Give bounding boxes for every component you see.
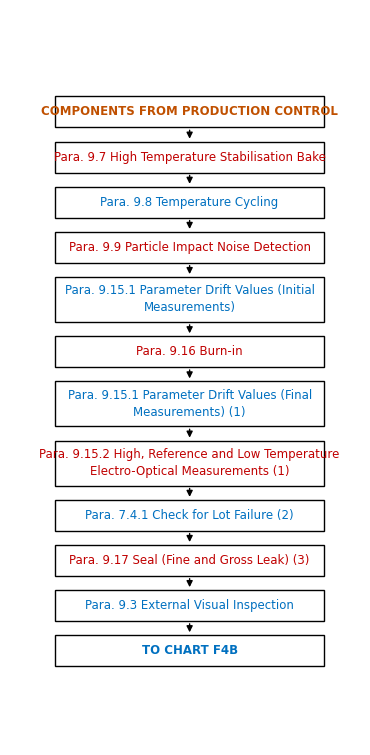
Bar — [55, 186, 324, 217]
Text: TO CHART F4B: TO CHART F4B — [142, 644, 238, 657]
Text: Para. 9.15.1 Parameter Drift Values (Initial
Measurements): Para. 9.15.1 Parameter Drift Values (Ini… — [65, 285, 314, 315]
Bar — [55, 336, 324, 367]
Bar — [55, 277, 324, 322]
Text: Para. 9.16 Burn-in: Para. 9.16 Burn-in — [136, 345, 243, 358]
Text: Para. 7.4.1 Check for Lot Failure (2): Para. 7.4.1 Check for Lot Failure (2) — [85, 509, 294, 522]
Text: COMPONENTS FROM PRODUCTION CONTROL: COMPONENTS FROM PRODUCTION CONTROL — [41, 106, 338, 119]
Text: Para. 9.8 Temperature Cycling: Para. 9.8 Temperature Cycling — [101, 196, 279, 208]
Text: Para. 9.9 Particle Impact Noise Detection: Para. 9.9 Particle Impact Noise Detectio… — [68, 241, 311, 254]
Text: Para. 9.17 Seal (Fine and Gross Leak) (3): Para. 9.17 Seal (Fine and Gross Leak) (3… — [70, 554, 310, 567]
Bar — [55, 590, 324, 621]
Text: Para. 9.15.1 Parameter Drift Values (Final
Measurements) (1): Para. 9.15.1 Parameter Drift Values (Fin… — [67, 389, 312, 419]
Bar — [55, 440, 324, 485]
Text: Para. 9.3 External Visual Inspection: Para. 9.3 External Visual Inspection — [85, 599, 294, 612]
Bar — [55, 381, 324, 427]
Bar — [55, 97, 324, 128]
Bar — [55, 545, 324, 576]
Bar — [55, 141, 324, 173]
Text: Para. 9.15.2 High, Reference and Low Temperature
Electro-Optical Measurements (1: Para. 9.15.2 High, Reference and Low Tem… — [40, 448, 340, 478]
Text: Para. 9.7 High Temperature Stabilisation Bake: Para. 9.7 High Temperature Stabilisation… — [54, 150, 326, 164]
Bar — [55, 500, 324, 531]
Bar — [55, 232, 324, 263]
Bar — [55, 635, 324, 666]
